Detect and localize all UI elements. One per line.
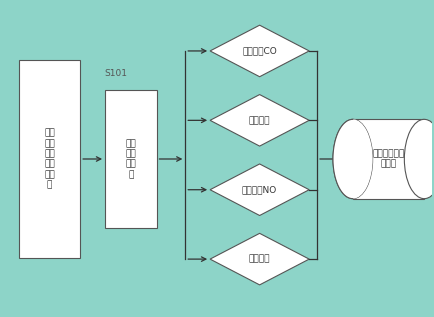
- Bar: [353, 119, 424, 199]
- Text: 硫氧化物: 硫氧化物: [249, 255, 270, 264]
- Text: 应急管理措施
备案池: 应急管理措施 备案池: [372, 149, 404, 169]
- Text: 机动
车尾
气排
放数
据分
析: 机动 车尾 气排 放数 据分 析: [44, 128, 55, 190]
- Ellipse shape: [333, 119, 373, 199]
- Polygon shape: [210, 164, 309, 216]
- Text: 红外
光检
测仪
器: 红外 光检 测仪 器: [125, 139, 136, 179]
- Polygon shape: [210, 25, 309, 77]
- Bar: [19, 60, 80, 258]
- Text: 碳氢化物: 碳氢化物: [249, 116, 270, 125]
- Ellipse shape: [404, 119, 434, 199]
- Text: 氮氧化物NO: 氮氧化物NO: [242, 185, 277, 194]
- Ellipse shape: [333, 119, 373, 199]
- Bar: [105, 90, 157, 228]
- Text: S101: S101: [105, 69, 128, 78]
- Text: 一氧化碳CO: 一氧化碳CO: [242, 47, 277, 55]
- Polygon shape: [210, 94, 309, 146]
- Polygon shape: [210, 233, 309, 285]
